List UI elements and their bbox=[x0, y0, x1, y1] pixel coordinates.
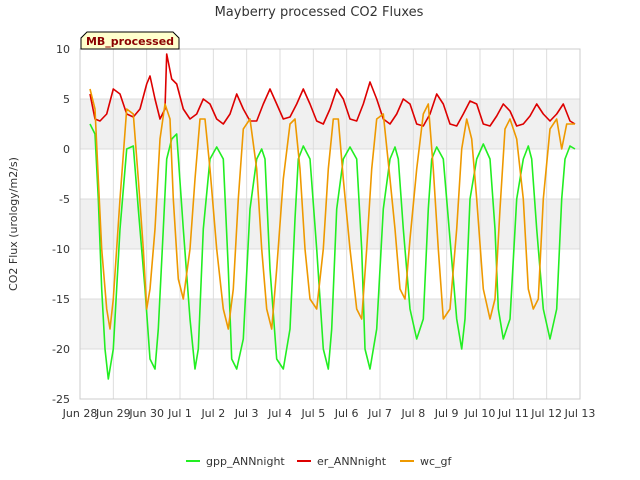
badge-label: MB_processed bbox=[86, 35, 174, 48]
x-tick-label: Jul 5 bbox=[300, 407, 325, 420]
dataset-badge: MB_processed bbox=[80, 31, 180, 50]
x-tick-label: Jul 10 bbox=[464, 407, 496, 420]
badge-background bbox=[80, 31, 180, 50]
legend-label-gpp_ANNnight: gpp_ANNnight bbox=[206, 455, 285, 468]
plot-border bbox=[79, 48, 581, 400]
legend: gpp_ANNnight er_ANNnight wc_gf bbox=[186, 455, 453, 468]
y-tick-label: -5 bbox=[59, 193, 70, 206]
legend-label-wc_gf: wc_gf bbox=[420, 455, 453, 468]
x-tick-label: Jul 12 bbox=[530, 407, 562, 420]
x-tick-label: Jun 30 bbox=[128, 407, 164, 420]
y-axis-label: CO2 Flux (urology/m2/s) bbox=[7, 157, 20, 291]
y-tick-label: -20 bbox=[52, 343, 70, 356]
x-tick-label: Jul 13 bbox=[564, 407, 596, 420]
y-tick-label: -15 bbox=[52, 293, 70, 306]
x-tick-label: Jul 7 bbox=[367, 407, 392, 420]
x-tick-label: Jul 4 bbox=[267, 407, 292, 420]
y-tick-label: 0 bbox=[63, 143, 70, 156]
y-tick-label: -10 bbox=[52, 243, 70, 256]
series-layer bbox=[89, 53, 576, 380]
x-tick-label: Jul 9 bbox=[434, 407, 459, 420]
x-tick-label: Jul 1 bbox=[167, 407, 192, 420]
y-tick-label: -25 bbox=[52, 393, 70, 406]
x-tick-label: Jul 11 bbox=[497, 407, 529, 420]
y-tick-label: 5 bbox=[63, 93, 70, 106]
series-line-gpp_ANNnight bbox=[89, 123, 576, 380]
x-tick-label: Jul 6 bbox=[334, 407, 359, 420]
x-tick-label: Jul 3 bbox=[234, 407, 259, 420]
x-tick-label: Jul 8 bbox=[400, 407, 425, 420]
legend-label-er_ANNnight: er_ANNnight bbox=[317, 455, 387, 468]
chart-title: Mayberry processed CO2 Fluxes bbox=[215, 5, 424, 20]
series-line-wc_gf bbox=[89, 88, 575, 330]
y-tick-label: 10 bbox=[56, 43, 70, 56]
x-tick-label: Jul 2 bbox=[200, 407, 225, 420]
x-tick-label: Jun 29 bbox=[95, 407, 131, 420]
x-tick-label: Jun 28 bbox=[62, 407, 98, 420]
